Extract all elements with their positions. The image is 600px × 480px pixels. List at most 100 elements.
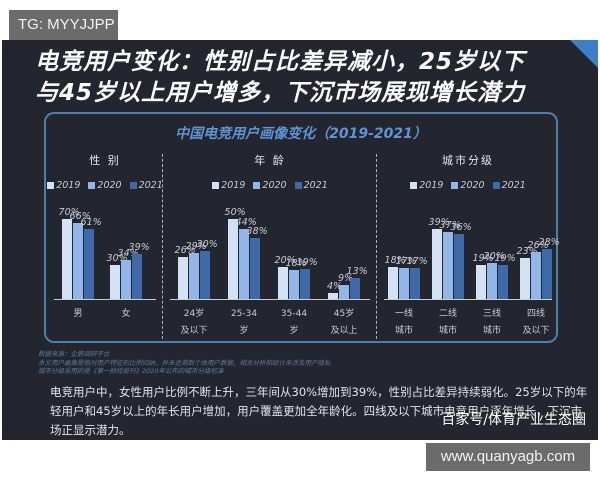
bar-2021: 61% xyxy=(81,217,102,299)
legend-item: 2019 xyxy=(47,180,80,191)
bar-2021: 36% xyxy=(451,222,472,299)
bar-2019: 20% xyxy=(275,255,296,299)
headline-line-1: 电竞用户变化：性别占比差异减小，25岁以下 xyxy=(35,49,526,75)
category-label: 一线 城市 xyxy=(394,309,413,336)
section-divider xyxy=(376,154,377,339)
corner-accent xyxy=(570,40,598,68)
data-label: 20% xyxy=(483,251,505,262)
legend-label: 2019 xyxy=(221,180,246,191)
data-label: 19% xyxy=(296,256,318,268)
bar-2019: 30% xyxy=(107,253,128,299)
data-label: 20% xyxy=(274,255,296,266)
chart-title: 中国电竞用户画像变化（2019-2021） xyxy=(175,126,427,142)
bar-2021: 17% xyxy=(407,256,428,299)
bar-group: 70% 66% 61% xyxy=(59,207,102,299)
bar-group: 23% 26% 28% xyxy=(517,237,560,299)
data-label: 34% xyxy=(117,247,139,259)
category-label: 45岁 及以上 xyxy=(330,309,358,336)
x-axis-line xyxy=(384,299,552,300)
bar-group: 4% 9% 13% xyxy=(326,266,368,299)
bar-2019: 70% xyxy=(59,207,80,299)
data-label: 17% xyxy=(406,256,428,268)
data-label: 19% xyxy=(472,252,494,264)
legend-item: 2021 xyxy=(294,180,328,191)
bar-2019: 50% xyxy=(225,207,246,299)
x-axis-line xyxy=(170,299,370,300)
data-label: 13% xyxy=(346,266,368,278)
data-label: 26% xyxy=(174,245,196,257)
bar-2020: 66% xyxy=(70,211,91,299)
legend-swatch-icon xyxy=(129,182,137,189)
legend-label: 2020 xyxy=(97,180,122,191)
bar-2021: 19% xyxy=(297,257,318,299)
gender-chart: 性 别 2019 2020 2021 70% 66% 61% 30% 34% 39% 男女 xyxy=(47,152,163,342)
legend-swatch-icon xyxy=(294,182,302,189)
legend-item: 2020 xyxy=(88,180,122,191)
bar-group: 39% 37% 36% xyxy=(429,217,472,299)
city-tier-chart: 城市分级 2019 2020 2021 18% 17% 17% 39% 37% 36% 19% 2… xyxy=(380,152,560,342)
gender-chart-title: 性 别 xyxy=(89,154,121,167)
data-label: 38% xyxy=(246,226,268,238)
category-label: 四线 及以下 xyxy=(522,309,550,336)
category-label: 35-44 岁 xyxy=(280,309,308,336)
legend-swatch-icon xyxy=(253,182,261,189)
data-label: 30% xyxy=(106,252,128,264)
summary-paragraph: 电竞用户中，女性用户比例不断上升，三年间从30%增加到39%，性别占比差异持续弱… xyxy=(50,385,588,437)
x-axis-line xyxy=(54,299,156,300)
data-label: 18% xyxy=(285,258,307,270)
legend-swatch-icon xyxy=(47,182,55,189)
data-label: 37% xyxy=(439,220,461,232)
bar-group: 18% 17% 17% xyxy=(385,255,428,299)
source-watermark: 百家号/体育产业生态圈 xyxy=(441,412,586,428)
bar-2020: 34% xyxy=(118,248,139,299)
data-label: 28% xyxy=(538,236,560,248)
legend-label: 2019 xyxy=(56,180,81,191)
data-label: 4% xyxy=(326,280,343,292)
legend-label: 2021 xyxy=(138,180,163,191)
data-label: 50% xyxy=(224,207,246,218)
bar-2020: 18% xyxy=(286,258,307,299)
chart-card: 中国电竞用户画像变化（2019-2021） 性 别 2019 2020 2021 7… xyxy=(44,112,560,343)
bar-2020: 37% xyxy=(440,220,461,299)
legend-label: 2020 xyxy=(460,180,485,191)
legend-item: 2021 xyxy=(129,180,163,191)
bar-2019: 39% xyxy=(429,217,450,299)
category-label: 25-34 岁 xyxy=(230,309,258,336)
infographic-panel: 电竞用户变化：性别占比差异减小，25岁以下 与45岁以上用户增多，下沉市场展现增… xyxy=(2,40,598,440)
data-label: 26% xyxy=(527,240,549,252)
data-label: 18% xyxy=(384,254,406,266)
legend-swatch-icon xyxy=(410,182,418,189)
plot-area: 26% 29% 30% 50% 44% 38% 20% 18% 19% 4% 9% 13% xyxy=(166,196,374,300)
data-label: 70% xyxy=(58,206,80,218)
legend-label: 2021 xyxy=(303,180,328,191)
age-chart-title: 年 龄 xyxy=(254,154,286,167)
chart-legend: 2019 2020 2021 xyxy=(166,180,374,191)
plot-area: 70% 66% 61% 30% 34% 39% xyxy=(50,196,160,300)
data-label: 36% xyxy=(450,222,472,234)
category-label: 三线 城市 xyxy=(482,309,501,336)
data-label: 44% xyxy=(235,216,257,228)
age-chart: 年 龄 2019 2020 2021 26% 29% 30% 50% 44% 38% 20% 18… xyxy=(166,152,374,342)
legend-item: 2021 xyxy=(492,180,526,191)
bar-group: 20% 18% 19% xyxy=(275,255,318,299)
legend-label: 2020 xyxy=(262,180,287,191)
section-divider xyxy=(162,154,163,339)
bar-2019: 18% xyxy=(385,255,406,299)
legend-item: 2019 xyxy=(410,180,443,191)
bar-2021: 39% xyxy=(129,242,150,299)
bar-2021: 28% xyxy=(539,237,560,299)
bar-2019: 26% xyxy=(175,245,196,299)
category-label: 女 xyxy=(121,309,131,319)
data-label: 61% xyxy=(80,216,102,228)
bar-2021: 19% xyxy=(495,253,516,299)
bar-group: 19% 20% 19% xyxy=(473,251,516,299)
data-label: 17% xyxy=(395,256,417,268)
legend-item: 2020 xyxy=(451,180,485,191)
data-source-footnote: 数据来源：企鹅调研平台 本文用户画像是指对用户特征的比例归纳，并未追溯到个体用户… xyxy=(38,350,331,376)
legend-swatch-icon xyxy=(88,182,96,189)
watermark-tag-top: TG: MYYJJPP xyxy=(9,10,118,40)
bar-2021: 38% xyxy=(247,226,268,299)
data-label: 39% xyxy=(128,242,150,254)
footnote-line: 本文用户画像是指对用户特征的比例归纳，并未追溯到个体用户数据，相关分析和统计未涉… xyxy=(38,358,331,367)
bar-2020: 20% xyxy=(484,251,505,299)
